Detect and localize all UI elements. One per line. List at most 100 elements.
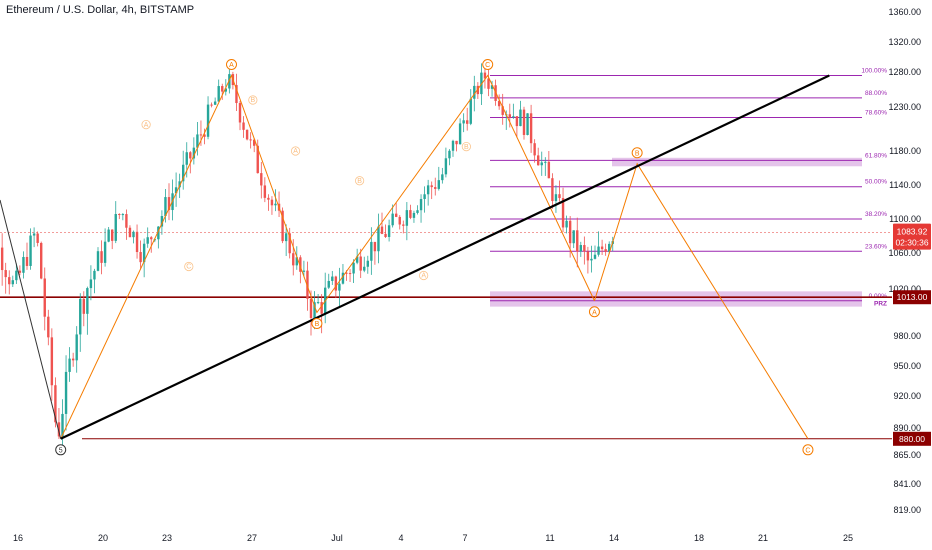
candle-body (64, 371, 68, 414)
candle-body (270, 199, 274, 206)
candle-body (583, 245, 586, 252)
candle-body (402, 224, 405, 226)
wave-label: C (485, 62, 490, 69)
date-tick-label: 23 (162, 533, 172, 543)
target-value: 880.00 (899, 434, 925, 444)
candle-body (22, 256, 25, 273)
price-tick-label: 1020.00 (888, 284, 921, 294)
candle-body (245, 129, 249, 140)
wave-label: B (635, 150, 640, 157)
price-axis[interactable]: 1360.00 1320.00 1280.00 1230.00 1180.00 1140.… (888, 0, 932, 550)
minor-wave-label: C (186, 264, 191, 271)
candle-body (274, 203, 277, 206)
horizontal-levels-layer (0, 232, 892, 440)
candle-body (210, 104, 213, 106)
candle-body (579, 245, 582, 252)
candle-body (185, 152, 188, 165)
candle-body (512, 116, 515, 118)
candle-body (508, 114, 511, 118)
candle-body (355, 256, 359, 263)
date-axis[interactable]: 16 20 23 27 Jul 4 7 11 14 18 21 25 (13, 533, 853, 543)
candle-body (487, 78, 490, 89)
candle-body (288, 233, 291, 254)
candle-body (515, 116, 519, 127)
candle-body (111, 229, 114, 241)
date-tick-label: 25 (843, 533, 853, 543)
candle-body (316, 302, 320, 304)
candle-body (50, 337, 54, 386)
fib-level-label: 23.60% (865, 243, 887, 250)
candle-body (409, 210, 412, 218)
price-tick-label: 1320.00 (888, 37, 921, 47)
candle-body (551, 178, 554, 202)
candle-body (444, 158, 448, 175)
candle-body (86, 288, 89, 314)
candle-body (68, 358, 71, 372)
candle-body (320, 302, 323, 314)
candle-body (416, 210, 419, 213)
minor-wave-circle (184, 261, 194, 272)
wave-label: C (805, 447, 810, 454)
candle-body (306, 270, 309, 299)
candle-body (206, 104, 210, 137)
fib-level-label: 50.00% (865, 179, 887, 186)
wave-label-circle (55, 444, 67, 456)
candle-body (256, 145, 259, 174)
candle-body (18, 270, 22, 273)
price-tick-label: 1100.00 (889, 214, 921, 224)
candle-body (568, 220, 572, 244)
candle-body (4, 270, 7, 278)
candle-body (192, 147, 196, 159)
wave-label-circle (588, 306, 600, 318)
candle-body (348, 273, 352, 275)
candle-body (395, 213, 398, 217)
candle-body (490, 85, 494, 89)
candle-body (199, 134, 203, 136)
candle-body (544, 161, 547, 163)
candle-body (519, 109, 522, 127)
candle-body (426, 185, 430, 195)
candle-body (160, 216, 164, 227)
candle-body (82, 298, 85, 314)
date-tick-label: Jul (331, 533, 343, 543)
candle-body (224, 88, 227, 92)
candle-body (213, 101, 217, 105)
candle-body (423, 194, 426, 200)
candle-body (338, 283, 341, 291)
candle-body (480, 72, 483, 95)
candle-body (167, 197, 171, 211)
wave-label-circle (482, 59, 494, 70)
candle-body (565, 220, 568, 228)
candle-body (561, 198, 565, 228)
candle-body (100, 251, 103, 263)
candle-body (89, 279, 93, 289)
impulse-wave-line (0, 199, 62, 439)
candle-body (107, 229, 110, 242)
date-tick-label: 20 (98, 533, 108, 543)
candle-body (196, 134, 199, 148)
candle-body (93, 270, 96, 280)
price-tick-label: 920.00 (893, 391, 921, 401)
candle-body (43, 278, 46, 317)
price-tick-label: 1180.00 (889, 146, 921, 156)
candle-body (309, 298, 313, 318)
candle-body (398, 216, 401, 225)
candle-body (0, 247, 4, 271)
candle-body (217, 86, 220, 102)
wave-lines-projection (593, 162, 809, 440)
fib-level-label: 88.00% (865, 90, 887, 97)
candle-body (586, 251, 590, 261)
candle-body (412, 212, 416, 218)
candle-body (469, 98, 472, 124)
current-price-value: 1083.92 (897, 227, 928, 237)
bar-countdown: 02:30:36 (895, 238, 928, 248)
candle-body (373, 241, 377, 252)
candle-body (142, 243, 146, 263)
candle-body (466, 120, 469, 124)
candle-body (260, 173, 263, 186)
trendline[interactable] (60, 74, 830, 440)
candle-body (189, 152, 192, 159)
candle-body (483, 72, 487, 79)
wave-label-circle (631, 147, 643, 159)
